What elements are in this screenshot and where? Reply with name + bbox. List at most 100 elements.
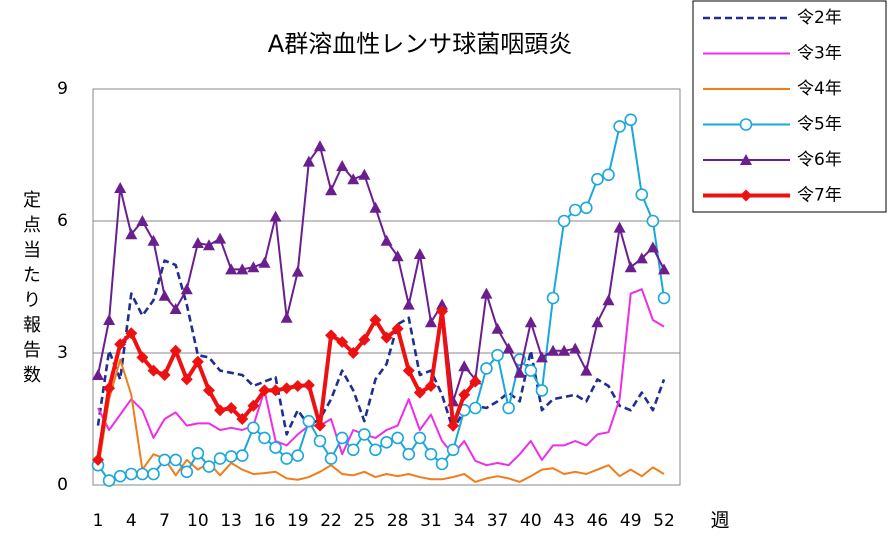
point <box>591 172 604 186</box>
point <box>424 380 437 392</box>
point <box>125 327 138 340</box>
legend-marker <box>740 189 752 202</box>
point <box>302 414 316 428</box>
x-tick-label: 37 <box>487 511 509 531</box>
point <box>147 364 160 377</box>
point <box>124 467 138 481</box>
point <box>291 449 305 462</box>
point <box>169 344 182 357</box>
point <box>236 413 249 425</box>
y-tick-label: 9 <box>57 79 68 99</box>
point <box>147 467 160 481</box>
point <box>180 465 194 479</box>
point <box>313 419 326 432</box>
legend-marker <box>740 154 752 165</box>
point <box>335 431 349 445</box>
point <box>291 265 304 277</box>
point <box>214 232 227 244</box>
x-tick-label: 7 <box>159 511 170 531</box>
point <box>380 436 393 449</box>
point <box>247 261 260 273</box>
x-tick-label: 10 <box>187 511 209 531</box>
point <box>92 369 104 380</box>
point <box>591 316 604 328</box>
point <box>224 450 238 463</box>
point <box>313 434 327 448</box>
point <box>502 401 515 415</box>
point <box>435 457 449 471</box>
point <box>258 384 271 397</box>
series-line <box>97 145 665 403</box>
point <box>535 384 549 397</box>
point <box>236 263 249 275</box>
point <box>558 344 571 356</box>
point <box>113 469 127 483</box>
point <box>280 382 293 395</box>
point <box>147 234 160 246</box>
x-tick-label: 16 <box>254 511 276 531</box>
point <box>347 347 360 359</box>
point <box>136 215 149 226</box>
point <box>336 160 349 171</box>
x-tick-label: 19 <box>287 511 309 531</box>
point <box>158 289 171 301</box>
point <box>602 168 615 182</box>
point <box>191 355 204 368</box>
series-line <box>97 288 665 467</box>
legend-label: 令6年 <box>797 150 842 170</box>
point <box>114 182 127 193</box>
x-tick-label: 31 <box>420 511 442 531</box>
point <box>602 294 615 306</box>
point <box>358 428 371 441</box>
point <box>225 402 238 414</box>
point <box>213 452 227 465</box>
legend-marker <box>739 118 753 131</box>
point <box>258 431 271 445</box>
point <box>391 322 404 335</box>
point <box>546 291 560 305</box>
series-line <box>97 358 665 483</box>
x-tick-label: 49 <box>620 511 642 531</box>
point <box>180 283 193 295</box>
point <box>202 239 215 251</box>
x-tick-label: 43 <box>553 511 575 531</box>
point <box>380 234 393 246</box>
y-axis-label: 定点当たり報告数 <box>20 190 41 390</box>
point <box>136 351 149 364</box>
x-tick-label: 46 <box>587 511 609 531</box>
legend-label: 令4年 <box>797 79 842 99</box>
point <box>458 388 471 401</box>
point <box>413 386 426 399</box>
point <box>458 360 471 372</box>
x-tick-label: 40 <box>520 511 542 531</box>
point <box>358 333 371 346</box>
point <box>402 447 416 461</box>
y-tick-label: 3 <box>57 343 68 363</box>
legend-box <box>692 0 887 213</box>
point <box>535 351 548 363</box>
point <box>136 467 149 481</box>
point <box>235 449 249 462</box>
point <box>302 155 315 167</box>
point <box>346 443 360 457</box>
x-tick-label: 1 <box>93 511 104 531</box>
point <box>580 364 593 376</box>
point <box>92 453 104 466</box>
x-tick-label: 52 <box>653 511 675 531</box>
point <box>547 344 560 356</box>
series-line <box>97 118 665 482</box>
point <box>102 474 116 487</box>
x-tick-label: 34 <box>453 511 475 531</box>
point <box>646 241 659 253</box>
point <box>280 452 293 465</box>
point <box>635 188 649 201</box>
point <box>436 305 449 318</box>
legend-label: 令3年 <box>797 44 842 64</box>
point <box>280 311 293 323</box>
point <box>191 237 204 248</box>
point <box>114 338 127 351</box>
point <box>491 322 504 334</box>
point <box>413 431 427 445</box>
y-tick-label: 0 <box>57 475 68 495</box>
point <box>568 203 582 217</box>
